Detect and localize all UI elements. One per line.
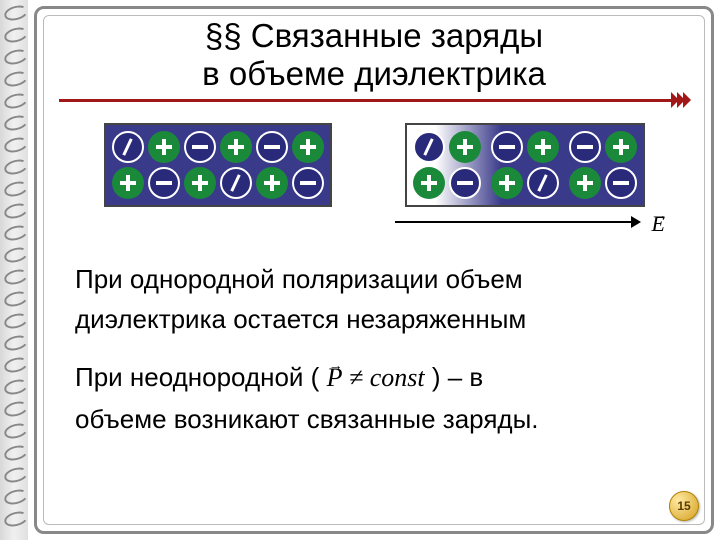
charge-minus-icon [184, 131, 216, 163]
page-number-badge: 15 [669, 491, 699, 521]
e-arrow-line [395, 221, 635, 223]
charge-plus-icon [256, 167, 288, 199]
charge-plus-icon [292, 131, 324, 163]
charge-plus-icon [413, 167, 445, 199]
charge-minus-icon [148, 167, 180, 199]
charge-neutral-icon [413, 131, 445, 163]
charge-neutral-icon [527, 167, 559, 199]
charge-neutral-icon [112, 131, 144, 163]
charge-plus-icon [449, 131, 481, 163]
title-underline [59, 97, 689, 105]
e-field-vector: →E [37, 211, 665, 241]
charge-minus-icon [256, 131, 288, 163]
slide-content: §§ Связанные заряды в объеме диэлектрика… [34, 6, 714, 534]
charge-neutral-icon [220, 167, 252, 199]
charge-plus-icon [605, 131, 637, 163]
charge-minus-icon [491, 131, 523, 163]
charge-plus-icon [112, 167, 144, 199]
charge-minus-icon [605, 167, 637, 199]
underline-chevrons [673, 92, 691, 108]
charge-minus-icon [569, 131, 601, 163]
charge-plus-icon [491, 167, 523, 199]
e-arrow-head [631, 216, 641, 228]
charge-minus-icon [292, 167, 324, 199]
panel-polarized [405, 123, 645, 207]
charge-plus-icon [527, 131, 559, 163]
spiral-binding [0, 0, 28, 540]
panel-unpolarized [104, 123, 332, 207]
charge-plus-icon [569, 167, 601, 199]
charge-plus-icon [184, 167, 216, 199]
e-label: →E [652, 211, 665, 237]
inner-border [43, 15, 705, 525]
charge-plus-icon [148, 131, 180, 163]
underline-bar [59, 99, 689, 102]
charge-minus-icon [449, 167, 481, 199]
charge-plus-icon [220, 131, 252, 163]
